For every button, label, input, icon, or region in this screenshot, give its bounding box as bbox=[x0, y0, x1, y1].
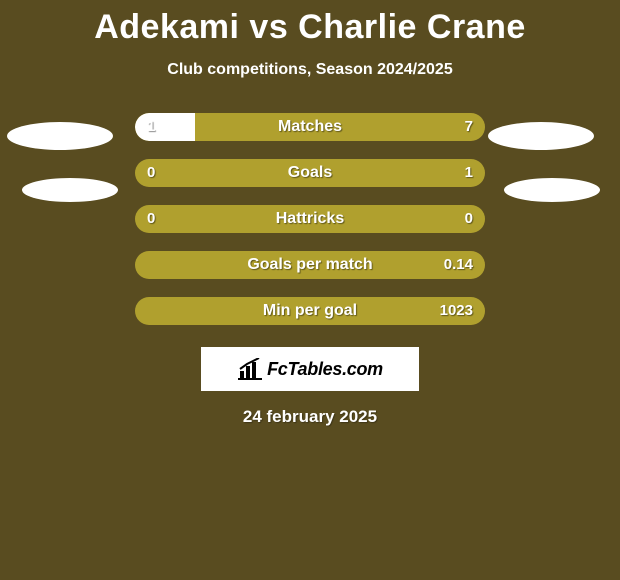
stat-label: Goals bbox=[135, 159, 485, 187]
fctables-logo: FcTables.com bbox=[237, 358, 383, 380]
stat-label: Min per goal bbox=[135, 297, 485, 325]
stat-value-right: 1 bbox=[465, 159, 473, 187]
stat-label: Matches bbox=[135, 113, 485, 141]
stat-row: 0Goals1 bbox=[135, 159, 485, 187]
stat-label: Hattricks bbox=[135, 205, 485, 233]
decorative-ellipse bbox=[504, 178, 600, 202]
stat-label: Goals per match bbox=[135, 251, 485, 279]
bar-chart-icon bbox=[237, 358, 263, 380]
stat-value-right: 1023 bbox=[440, 297, 473, 325]
stat-row: 0Hattricks0 bbox=[135, 205, 485, 233]
subtitle: Club competitions, Season 2024/2025 bbox=[0, 61, 620, 79]
stat-value-right: 0 bbox=[465, 205, 473, 233]
decorative-ellipse bbox=[22, 178, 118, 202]
page-title: Adekami vs Charlie Crane bbox=[0, 0, 620, 47]
stat-value-right: 0.14 bbox=[444, 251, 473, 279]
decorative-ellipse bbox=[7, 122, 113, 150]
date-label: 24 february 2025 bbox=[0, 407, 620, 427]
stat-value-right: 7 bbox=[465, 113, 473, 141]
stat-row: Min per goal1023 bbox=[135, 297, 485, 325]
decorative-ellipse bbox=[488, 122, 594, 150]
logo-text: FcTables.com bbox=[267, 359, 383, 380]
stat-row: 1Matches7 bbox=[135, 113, 485, 141]
comparison-rows: 1Matches70Goals10Hattricks0Goals per mat… bbox=[135, 113, 485, 325]
stat-row: Goals per match0.14 bbox=[135, 251, 485, 279]
logo-box: FcTables.com bbox=[201, 347, 419, 391]
